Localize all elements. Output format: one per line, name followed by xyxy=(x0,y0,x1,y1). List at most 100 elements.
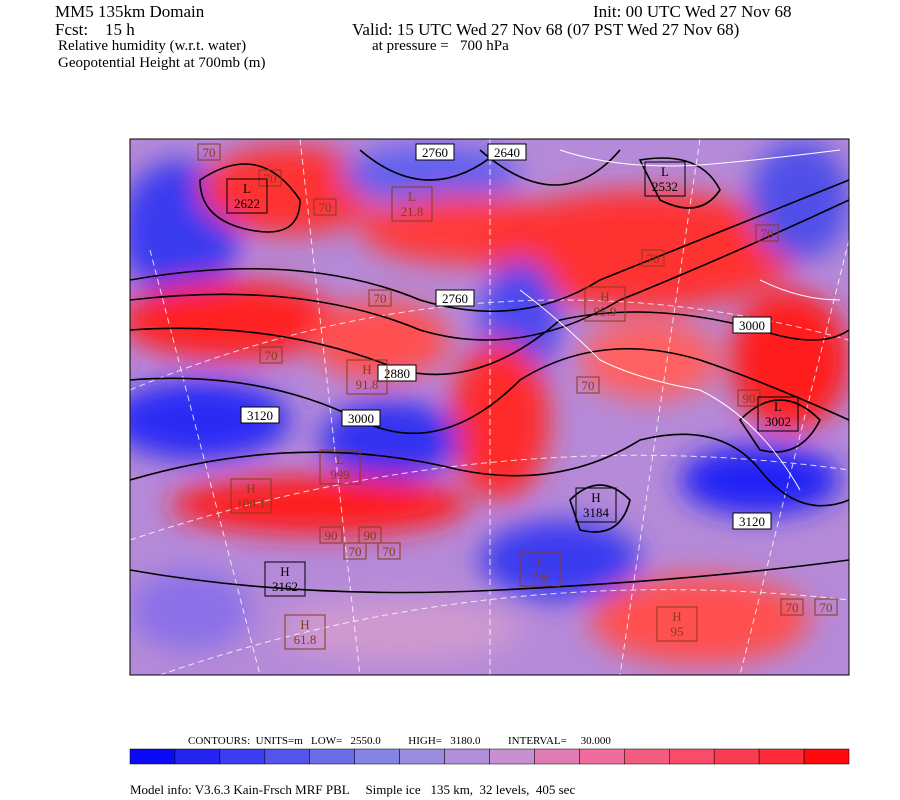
map-label: H91.8 xyxy=(346,359,388,395)
colorbar-cell xyxy=(803,748,850,765)
colorbar-cell xyxy=(624,748,670,765)
map-label: 90 xyxy=(737,389,761,407)
map-label: 70 xyxy=(368,289,392,307)
valid: Valid: 15 UTC Wed 27 Nov 68 (07 PST Wed … xyxy=(352,20,740,39)
label-box xyxy=(732,512,772,530)
contour-label: 70 xyxy=(349,544,362,559)
pressure-center: L xyxy=(536,554,544,569)
map-label: 3000 xyxy=(732,316,772,334)
contour-label: 3120 xyxy=(739,514,765,529)
map-label: 90 xyxy=(319,526,343,544)
colorbar-cell xyxy=(669,748,715,765)
contour-label: 70 xyxy=(265,348,278,363)
map-label: 70 xyxy=(197,143,221,161)
pressure-center: L xyxy=(336,452,344,467)
contour-label: 70 xyxy=(319,200,332,215)
center-value: 3162 xyxy=(272,579,298,594)
colorbar-cell xyxy=(579,748,625,765)
center-value: 3184 xyxy=(583,505,610,520)
contour-label: 2880 xyxy=(384,366,410,381)
label-box xyxy=(391,186,433,222)
label-box xyxy=(780,598,804,616)
model-info: Model info: V3.6.3 Kain-Frsch MRF PBL Si… xyxy=(130,782,576,797)
map-label: L21.8 xyxy=(391,186,433,222)
pressure-center: L xyxy=(408,189,416,204)
colorbar-cell xyxy=(713,748,760,765)
label-box xyxy=(313,198,337,216)
contour-label: 70 xyxy=(647,251,660,266)
contour-label: 90 xyxy=(325,528,338,543)
colorbar-cell xyxy=(264,748,310,765)
contour-label: 70 xyxy=(582,378,595,393)
map-frame xyxy=(129,138,850,676)
label-box xyxy=(814,598,838,616)
colorbar-cell xyxy=(758,748,805,765)
label-box xyxy=(197,143,221,161)
contour-label: 70 xyxy=(820,600,833,615)
pressure-center: L xyxy=(243,181,251,196)
label-box xyxy=(576,376,600,394)
label-box xyxy=(368,289,392,307)
contour-label: 70 xyxy=(203,145,216,160)
colorbar-cell xyxy=(399,748,445,765)
colorbar-cell xyxy=(444,748,490,765)
center-value: 999 xyxy=(330,467,350,482)
colorbar-cell xyxy=(129,748,176,765)
colorbar-cell xyxy=(219,748,266,765)
map-label: 3120 xyxy=(240,406,280,424)
contour-label: 70 xyxy=(786,600,799,615)
label-box xyxy=(259,346,283,364)
field: Relative humidity (w.r.t. water) xyxy=(58,38,247,54)
colorbar-cell xyxy=(489,748,535,765)
label-box xyxy=(732,316,772,334)
map-label: 70 xyxy=(576,376,600,394)
map-label: 90 xyxy=(358,526,382,544)
label-box xyxy=(226,178,268,214)
label-box xyxy=(435,289,475,307)
pressure-center: H xyxy=(246,481,255,496)
label-box xyxy=(258,169,282,187)
pressure-center: L xyxy=(661,164,669,179)
map-label: 70 xyxy=(780,598,804,616)
map-label: 3120 xyxy=(732,512,772,530)
map-label: 70 xyxy=(377,542,401,560)
pressure-center: H xyxy=(672,609,681,624)
colorbar-cell xyxy=(354,748,400,765)
label-box xyxy=(755,224,779,242)
pressure-center: L xyxy=(774,399,782,414)
forecast: Fcst: 15 h xyxy=(55,20,135,39)
map-label: 2880 xyxy=(377,364,417,382)
colorbar-cell xyxy=(174,748,221,765)
contour-label: 70 xyxy=(761,226,774,241)
map-label: 2760 xyxy=(415,143,455,161)
pressure-center: H xyxy=(591,490,600,505)
label-box xyxy=(415,143,455,161)
label-box xyxy=(319,526,343,544)
label-box xyxy=(264,561,306,597)
label-box xyxy=(519,551,561,587)
init: Init: 00 UTC Wed 27 Nov 68 xyxy=(593,2,792,21)
center-value: 100.1 xyxy=(236,496,265,511)
pressure-center: H xyxy=(280,564,289,579)
label-box xyxy=(319,449,361,485)
contour-label: 70 xyxy=(383,544,396,559)
center-value: 7.6 xyxy=(532,569,549,584)
map-label: L7.6 xyxy=(519,551,561,587)
contour-label: 2640 xyxy=(494,145,520,160)
map-label: 70 xyxy=(814,598,838,616)
map-label: 70 xyxy=(343,542,367,560)
map-label: 70 xyxy=(313,198,337,216)
label-box xyxy=(641,249,665,267)
contour-label: 2760 xyxy=(442,291,468,306)
pressure-center: H xyxy=(362,362,371,377)
contour-label: 3000 xyxy=(739,318,765,333)
label-box xyxy=(346,359,388,395)
title: MM5 135km Domain xyxy=(55,2,205,21)
